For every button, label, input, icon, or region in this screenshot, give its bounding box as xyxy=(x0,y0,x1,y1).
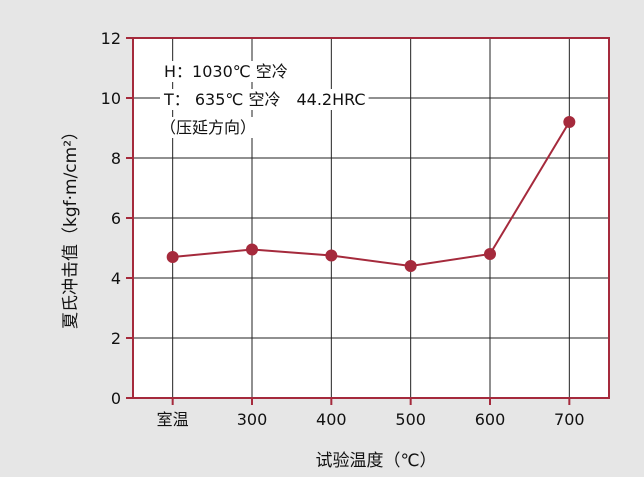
y-tick-label: 10 xyxy=(101,89,121,108)
annotation-background xyxy=(160,89,369,110)
x-tick-label: 600 xyxy=(475,410,506,429)
annotation-heat-treatment-h: H：1030℃ 空冷 xyxy=(164,62,288,81)
x-tick-label: 700 xyxy=(554,410,585,429)
data-point xyxy=(404,260,417,272)
series-line xyxy=(172,121,571,268)
data-point xyxy=(563,116,576,128)
y-tick-label: 4 xyxy=(111,269,121,288)
x-tick-label: 500 xyxy=(395,410,426,429)
annotations: H：1030℃ 空冷 T： 635℃ 空冷 44.2HRC （压延方向） xyxy=(157,61,369,138)
y-axis-title: 夏氏冲击值（kgf·m/cm²） xyxy=(61,123,81,329)
y-tick-label: 6 xyxy=(111,209,121,228)
data-point xyxy=(484,248,496,260)
data-point xyxy=(166,251,179,263)
y-tick-label: 12 xyxy=(101,29,121,48)
annotation-background xyxy=(157,117,260,138)
y-tick-label: 0 xyxy=(111,389,121,408)
x-tick-label: 室温 xyxy=(157,410,189,429)
annotation-background xyxy=(161,61,291,82)
annotation-heat-treatment-t: T： 635℃ 空冷 44.2HRC xyxy=(163,90,366,109)
x-axis-title: 试验温度（℃） xyxy=(315,451,436,471)
data-point xyxy=(246,243,258,256)
y-tick-label: 2 xyxy=(111,329,121,348)
x-tick-label: 400 xyxy=(316,410,347,429)
annotation-direction: （压延方向） xyxy=(160,118,256,137)
data-point xyxy=(325,249,338,262)
x-tick-label: 300 xyxy=(237,410,268,429)
y-tick-label: 8 xyxy=(111,149,121,168)
y-axis: 0 2 4 6 8 10 12 xyxy=(101,29,133,408)
series xyxy=(166,116,576,272)
x-axis: 室温 300 400 500 600 700 xyxy=(157,398,585,429)
